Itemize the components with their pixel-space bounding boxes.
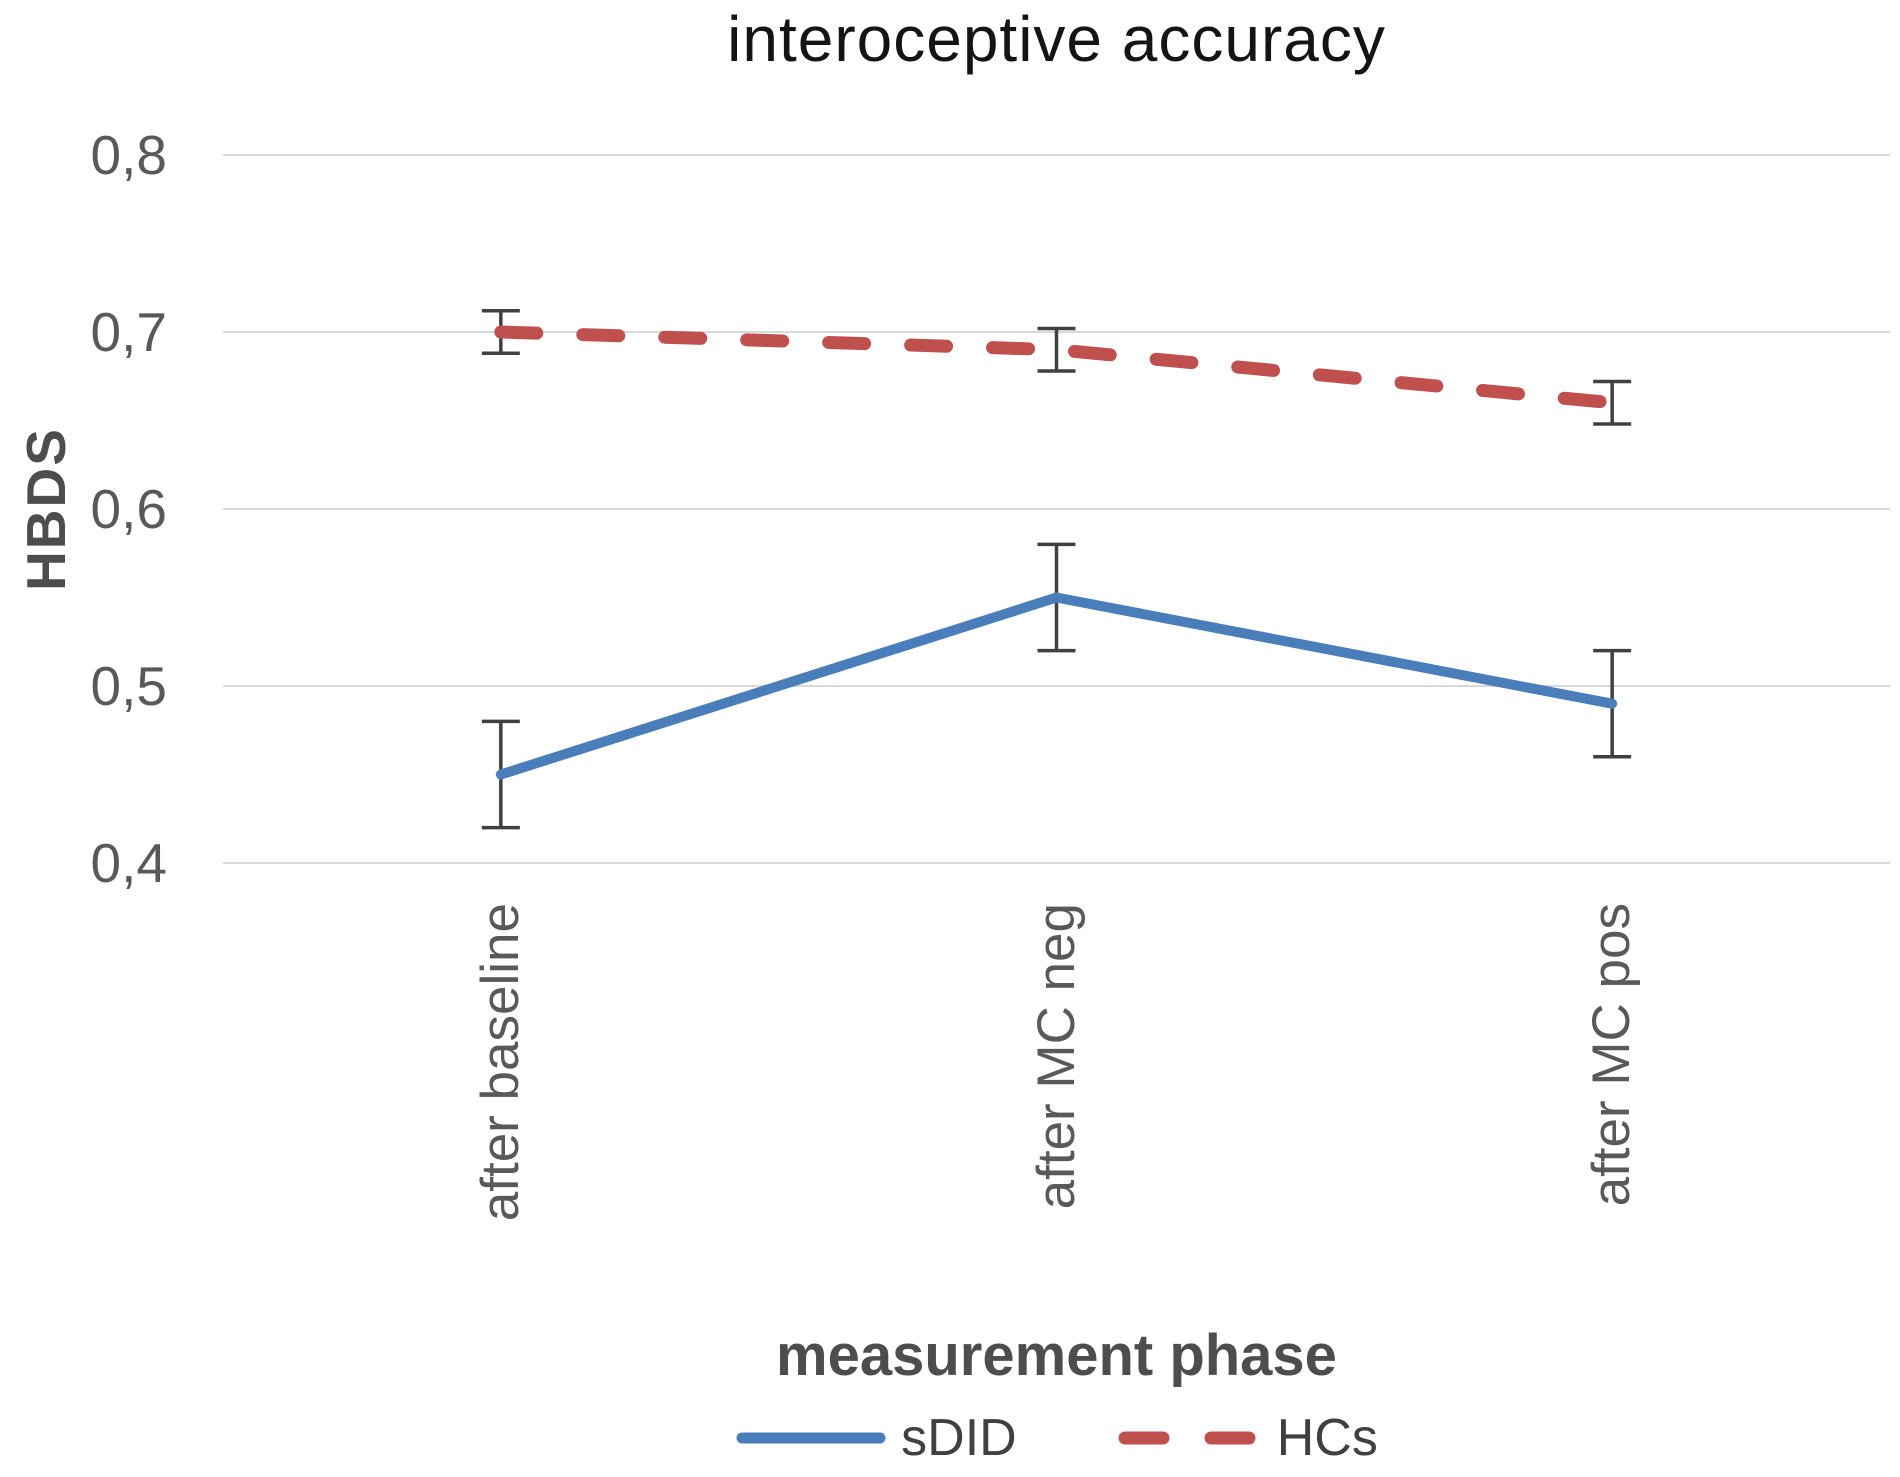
x-category-label: after MC pos [1582,903,1642,1207]
x-axis-title: measurement phase [776,1323,1337,1388]
y-tick-label: 0,7 [90,301,167,363]
x-category-label: after MC neg [1026,903,1086,1210]
legend-label-hcs: HCs [1276,1409,1378,1467]
chart-title: interoceptive accuracy [727,3,1386,75]
series-line-HCs [494,325,1619,410]
legend-item-sdid: sDID [735,1408,1017,1468]
legend-label-sdid: sDID [901,1409,1017,1467]
y-tick-label: 0,4 [90,832,167,894]
legend-swatch-hcs [1118,1431,1263,1445]
legend: sDID HCs [223,1408,1890,1468]
y-tick-label: 0,5 [90,655,167,717]
series-line-sDID [495,592,1618,780]
legend-item-hcs: HCs [1113,1408,1378,1468]
y-tick-label: 0,6 [90,478,167,540]
x-category-label: after baseline [470,903,530,1222]
legend-swatch-sdid [736,1432,886,1444]
y-tick-label: 0,8 [90,124,167,186]
